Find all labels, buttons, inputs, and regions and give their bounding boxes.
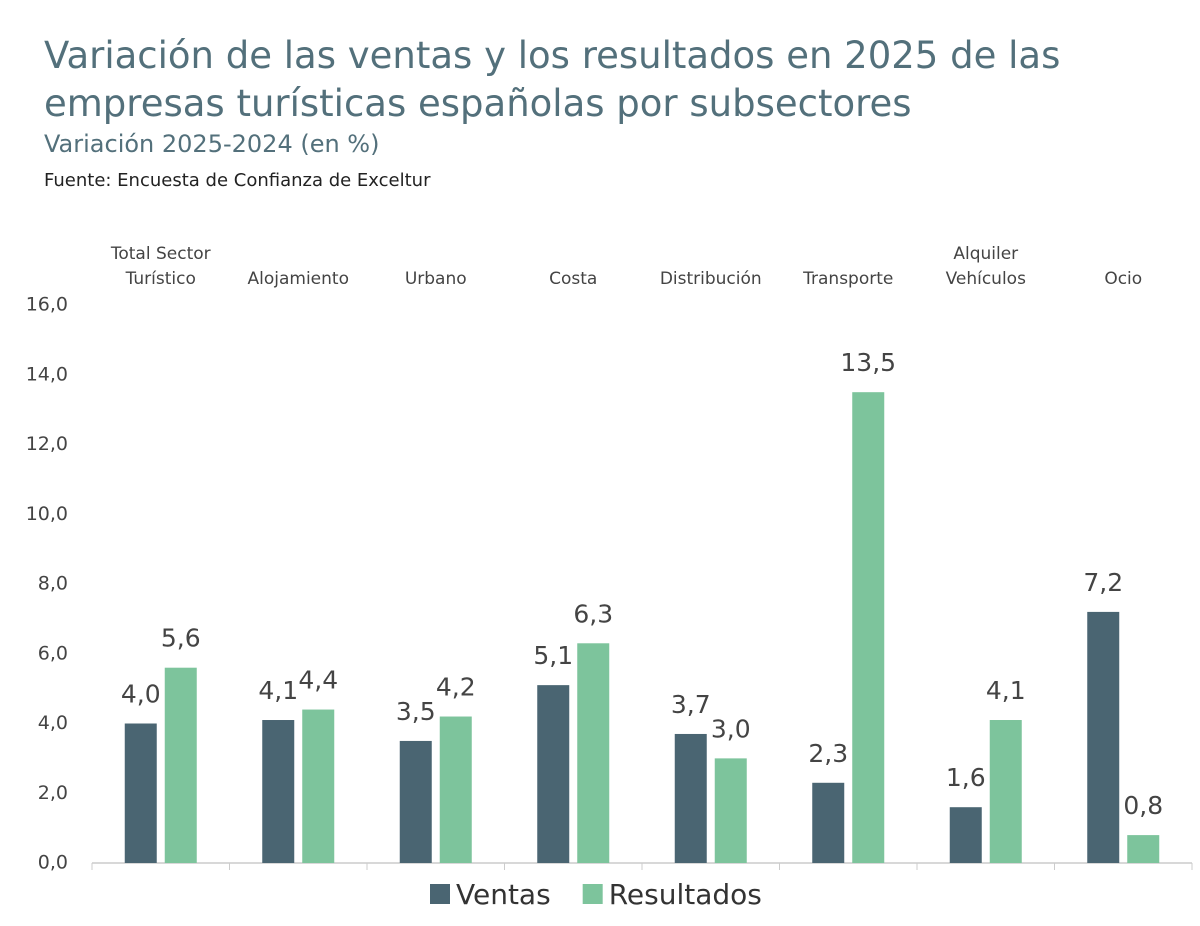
bar (852, 392, 885, 863)
bar (124, 723, 157, 863)
value-label: 3,5 (396, 697, 436, 726)
value-label: 3,7 (671, 690, 711, 719)
y-tick-label: 0,0 (38, 852, 68, 874)
legend-label: Resultados (609, 878, 762, 911)
category-label: Urbano (405, 269, 467, 289)
category-label: Turístico (125, 269, 196, 289)
bar (1127, 835, 1160, 863)
legend-swatch (430, 884, 450, 904)
category-label: Total Sector (110, 244, 211, 264)
bar (262, 720, 295, 863)
value-label: 4,0 (121, 680, 161, 709)
category-label: Vehículos (946, 269, 1027, 289)
y-tick-label: 8,0 (38, 573, 68, 595)
chart-subtitle: Variación 2025-2024 (en %) (44, 130, 380, 158)
bar (439, 716, 472, 863)
bar (302, 709, 335, 863)
bar (1087, 611, 1120, 863)
value-label: 1,6 (946, 763, 986, 792)
bar (399, 740, 432, 863)
y-tick-label: 14,0 (26, 363, 68, 385)
value-label: 3,0 (711, 714, 751, 743)
value-label: 5,6 (161, 624, 201, 653)
category-label: Costa (549, 269, 597, 289)
category-label: Ocio (1104, 269, 1142, 289)
value-label: 6,3 (573, 599, 613, 628)
y-tick-label: 12,0 (26, 433, 68, 455)
bar (949, 807, 982, 863)
y-tick-label: 2,0 (38, 782, 68, 804)
category-label: Distribución (660, 269, 762, 289)
bar (164, 667, 197, 863)
value-label: 4,2 (436, 673, 476, 702)
chart-title: empresas turísticas españolas por subsec… (44, 82, 912, 125)
category-label: Alojamiento (248, 269, 349, 289)
value-label: 5,1 (533, 641, 573, 670)
y-tick-label: 4,0 (38, 712, 68, 734)
value-label: 4,1 (986, 676, 1026, 705)
bar (714, 758, 747, 863)
value-label: 7,2 (1083, 568, 1123, 597)
chart-title: Variación de las ventas y los resultados… (44, 34, 1061, 77)
category-label: Transporte (802, 269, 893, 289)
bar (537, 685, 570, 863)
bar (989, 720, 1022, 863)
y-tick-label: 6,0 (38, 642, 68, 664)
bar (812, 782, 845, 863)
chart-source: Fuente: Encuesta de Confianza de Exceltu… (44, 170, 431, 191)
bar (674, 733, 707, 863)
category-label: Alquiler (953, 244, 1018, 264)
y-tick-label: 10,0 (26, 503, 68, 525)
legend-label: Ventas (456, 878, 551, 911)
value-label: 0,8 (1123, 791, 1163, 820)
value-label: 4,1 (258, 676, 298, 705)
legend-swatch (582, 884, 603, 904)
value-label: 2,3 (808, 739, 848, 768)
value-label: 4,4 (298, 666, 338, 695)
value-label: 13,5 (840, 348, 896, 377)
y-tick-label: 16,0 (26, 294, 68, 316)
bar (577, 643, 610, 863)
